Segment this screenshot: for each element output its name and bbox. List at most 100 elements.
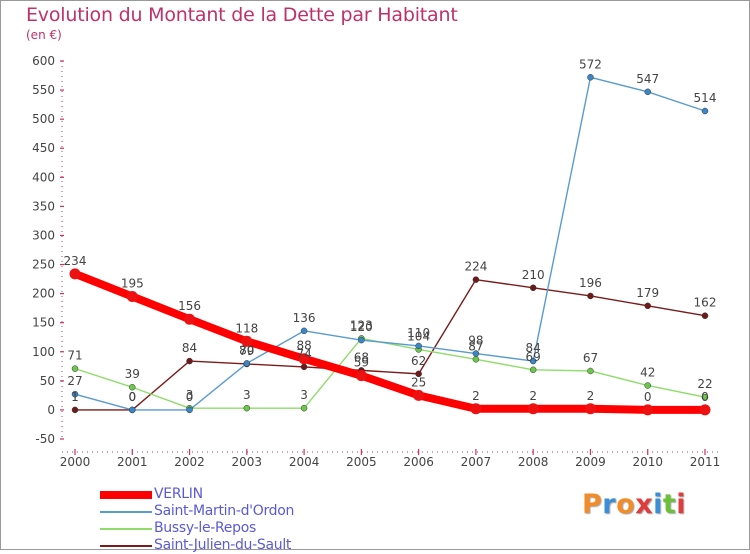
data-point xyxy=(71,390,79,398)
data-label: 547 xyxy=(636,72,659,86)
data-point xyxy=(642,404,654,416)
data-point xyxy=(186,357,193,365)
data-point xyxy=(472,276,480,283)
data-label: 25 xyxy=(411,375,426,389)
data-point xyxy=(472,356,480,363)
legend-swatch xyxy=(100,528,152,530)
data-label: 110 xyxy=(407,326,430,340)
y-tick-label: 150 xyxy=(32,316,55,330)
data-point xyxy=(69,268,81,280)
data-label: 0 xyxy=(128,390,136,404)
x-tick-label: 2006 xyxy=(403,455,434,469)
x-tick-label: 2011 xyxy=(690,455,721,469)
data-point xyxy=(129,406,136,414)
data-label: 71 xyxy=(67,349,82,363)
data-point xyxy=(527,403,539,415)
legend-label: Saint-Martin-d'Ordon xyxy=(154,503,295,519)
logo-letter: x xyxy=(635,489,654,520)
data-label: 42 xyxy=(640,365,655,379)
chart-title: Evolution du Montant de la Dette par Hab… xyxy=(26,4,458,26)
data-label: 2 xyxy=(529,389,537,403)
data-point xyxy=(644,88,651,96)
data-point xyxy=(529,284,537,292)
data-label: 88 xyxy=(296,339,311,353)
data-point xyxy=(300,363,308,371)
logo-letter: P xyxy=(582,489,603,520)
y-tick-label: 100 xyxy=(32,345,55,359)
data-point xyxy=(241,335,253,347)
data-point xyxy=(300,404,308,412)
data-point xyxy=(186,406,193,414)
data-label: 22 xyxy=(697,377,712,391)
data-point xyxy=(701,393,709,401)
proxiti-logo: Proxiti xyxy=(582,489,686,520)
data-point xyxy=(71,406,79,414)
data-label: 39 xyxy=(125,367,140,381)
data-point xyxy=(644,382,651,389)
data-label: 0 xyxy=(186,390,194,404)
data-point xyxy=(243,404,251,412)
x-tick-label: 2002 xyxy=(174,455,205,469)
data-label: 195 xyxy=(121,277,144,291)
y-tick-label: 350 xyxy=(32,199,55,213)
y-tick-label: 500 xyxy=(32,112,55,126)
x-tick-label: 2001 xyxy=(117,455,148,469)
data-point xyxy=(699,404,711,416)
data-point xyxy=(184,313,196,325)
data-label: 234 xyxy=(64,254,87,268)
x-tick-label: 2003 xyxy=(232,455,263,469)
logo-letter: t xyxy=(662,489,677,520)
data-point xyxy=(126,291,138,303)
data-point xyxy=(470,403,482,415)
data-label: 196 xyxy=(579,276,602,290)
y-tick-label: 200 xyxy=(32,287,55,301)
logo-letter: i xyxy=(653,489,663,520)
data-label: 2 xyxy=(587,389,595,403)
data-label: 62 xyxy=(411,354,426,368)
data-point xyxy=(587,367,594,375)
data-label: 2 xyxy=(472,389,480,403)
data-label: 156 xyxy=(178,299,201,313)
data-point xyxy=(701,312,709,319)
data-point xyxy=(587,292,594,300)
data-label: 162 xyxy=(694,296,717,310)
data-label: 79 xyxy=(239,344,254,358)
y-tick-label: 400 xyxy=(32,170,55,184)
series-line xyxy=(74,278,706,411)
data-label: 572 xyxy=(579,57,602,71)
y-tick-label: 250 xyxy=(32,258,55,272)
data-point xyxy=(472,350,480,357)
x-tick-label: 2007 xyxy=(461,455,492,469)
data-label: 118 xyxy=(235,321,258,335)
data-label: 179 xyxy=(636,286,659,300)
data-point xyxy=(413,389,425,401)
data-point xyxy=(529,357,537,365)
data-label: 0 xyxy=(128,390,136,404)
data-label: 27 xyxy=(67,374,82,388)
data-label: 0 xyxy=(701,390,709,404)
series-line xyxy=(71,269,709,414)
data-label: 224 xyxy=(464,260,487,274)
data-point xyxy=(355,370,367,382)
data-label: 68 xyxy=(354,350,369,364)
data-point xyxy=(129,383,136,391)
data-point xyxy=(298,353,310,365)
legend-swatch xyxy=(100,491,152,499)
x-tick-label: 2004 xyxy=(289,455,320,469)
x-tick-label: 2005 xyxy=(346,455,377,469)
x-tick-label: 2008 xyxy=(518,455,549,469)
data-point xyxy=(701,107,709,115)
data-label: 87 xyxy=(468,339,483,353)
series-line xyxy=(74,337,706,409)
data-label: 59 xyxy=(354,356,369,370)
data-point xyxy=(415,342,422,350)
data-label: 3 xyxy=(300,388,308,402)
data-label: 3 xyxy=(186,388,194,402)
data-label: 67 xyxy=(583,351,598,365)
data-point xyxy=(584,403,596,415)
data-point xyxy=(358,336,365,344)
y-tick-label: 0 xyxy=(47,403,55,417)
legend-label: Bussy-le-Repos xyxy=(154,520,256,536)
data-label: 84 xyxy=(526,341,541,355)
